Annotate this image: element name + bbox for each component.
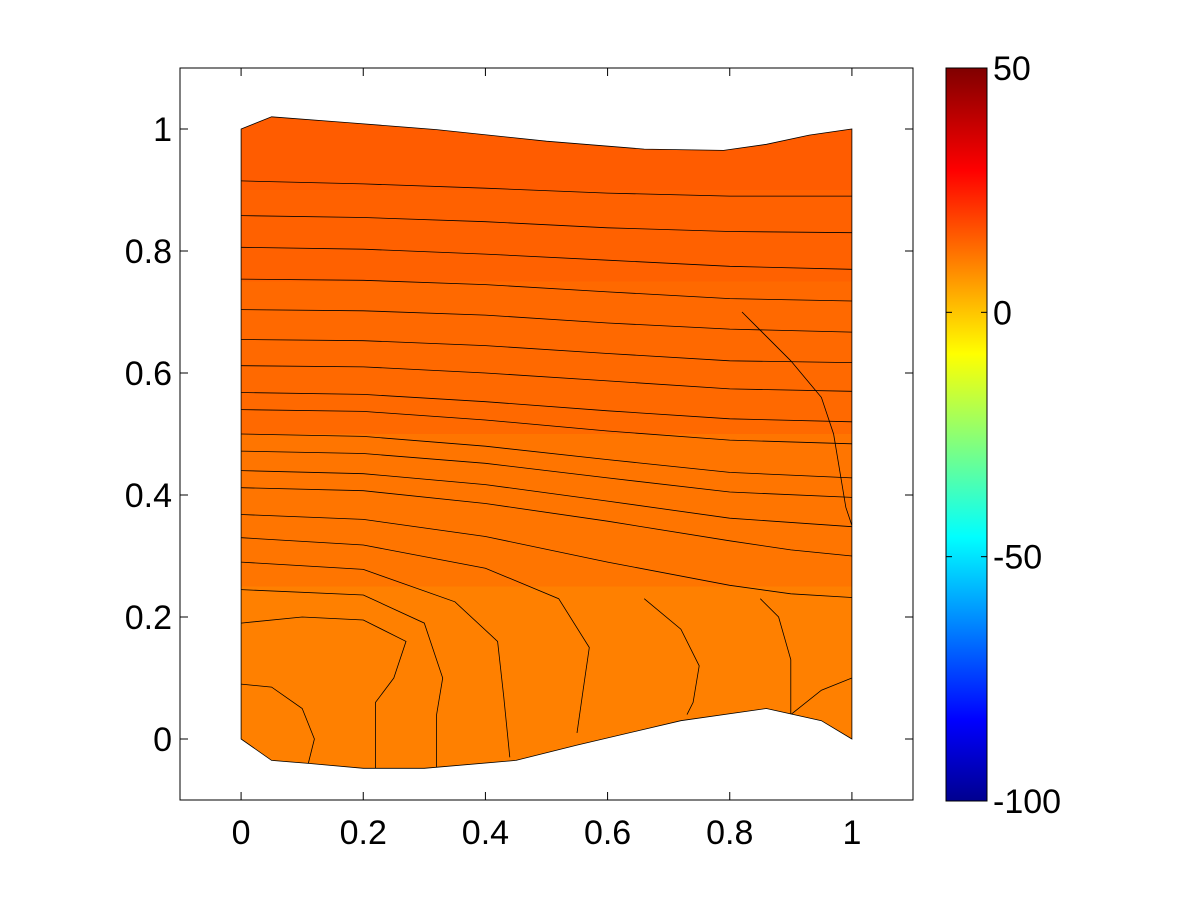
colorbar: 50 0 -50 -100 (945, 50, 1061, 821)
colorbar-tick-label: 50 (993, 50, 1031, 88)
contour-line-5 (241, 309, 852, 333)
contour-line-1 (241, 180, 852, 197)
contour-line-13 (241, 487, 852, 557)
y-tick-label: 0.6 (125, 355, 172, 393)
colorbar-gradient (945, 67, 988, 802)
axes-box (179, 67, 914, 801)
colorbar-tick-label: -100 (993, 783, 1061, 821)
contour-line-12 (241, 470, 852, 528)
contour-line-2 (241, 215, 852, 234)
contour-line-14 (241, 514, 852, 598)
contour-line-23 (790, 677, 852, 715)
contour-domain (241, 116, 852, 769)
contour-line-9 (241, 409, 852, 445)
contour-band-2 (241, 281, 852, 434)
plot-area: 0 0.2 0.4 0.6 0.8 1 0 0.2 0.4 0.6 0.8 1 (125, 67, 914, 852)
axis-ticks: 0 0.2 0.4 0.6 0.8 1 0 0.2 0.4 0.6 0.8 1 (125, 68, 913, 852)
contour-lines (241, 180, 852, 769)
contour-line-17 (241, 589, 444, 768)
contour-line-20 (741, 311, 852, 526)
x-tick-label: 0.2 (340, 814, 387, 852)
contour-line-4 (241, 278, 852, 302)
y-tick-label: 1 (153, 111, 172, 149)
contour-line-16 (241, 561, 511, 758)
contour-line-21 (643, 598, 700, 715)
contour-line-8 (241, 392, 852, 423)
x-tick-label: 0.6 (584, 814, 631, 852)
contour-line-19 (241, 683, 315, 764)
contour-band-1 (241, 434, 852, 587)
domain-outline (240, 116, 853, 769)
x-tick-label: 0.8 (706, 814, 753, 852)
contour-line-7 (241, 365, 852, 392)
colorbar-tick-label: -50 (993, 539, 1042, 577)
contour-line-10 (241, 433, 852, 479)
y-tick-label: 0.2 (125, 599, 172, 637)
x-tick-label: 0.4 (462, 814, 509, 852)
contour-line-11 (241, 450, 852, 498)
contour-band-3 (241, 190, 852, 282)
contour-line-6 (241, 339, 852, 363)
colorbar-tick-label: 0 (993, 294, 1012, 332)
y-tick-label: 0 (153, 721, 172, 759)
contour-line-3 (241, 246, 852, 270)
colorbar-ticks: 50 0 -50 -100 (946, 50, 1061, 821)
contour-line-15 (241, 537, 590, 733)
x-tick-label: 1 (842, 814, 861, 852)
contour-line-18 (241, 616, 407, 769)
y-tick-label: 0.8 (125, 233, 172, 271)
x-tick-label: 0 (232, 814, 251, 852)
y-tick-label: 0.4 (125, 477, 172, 515)
contour-line-22 (760, 598, 792, 715)
